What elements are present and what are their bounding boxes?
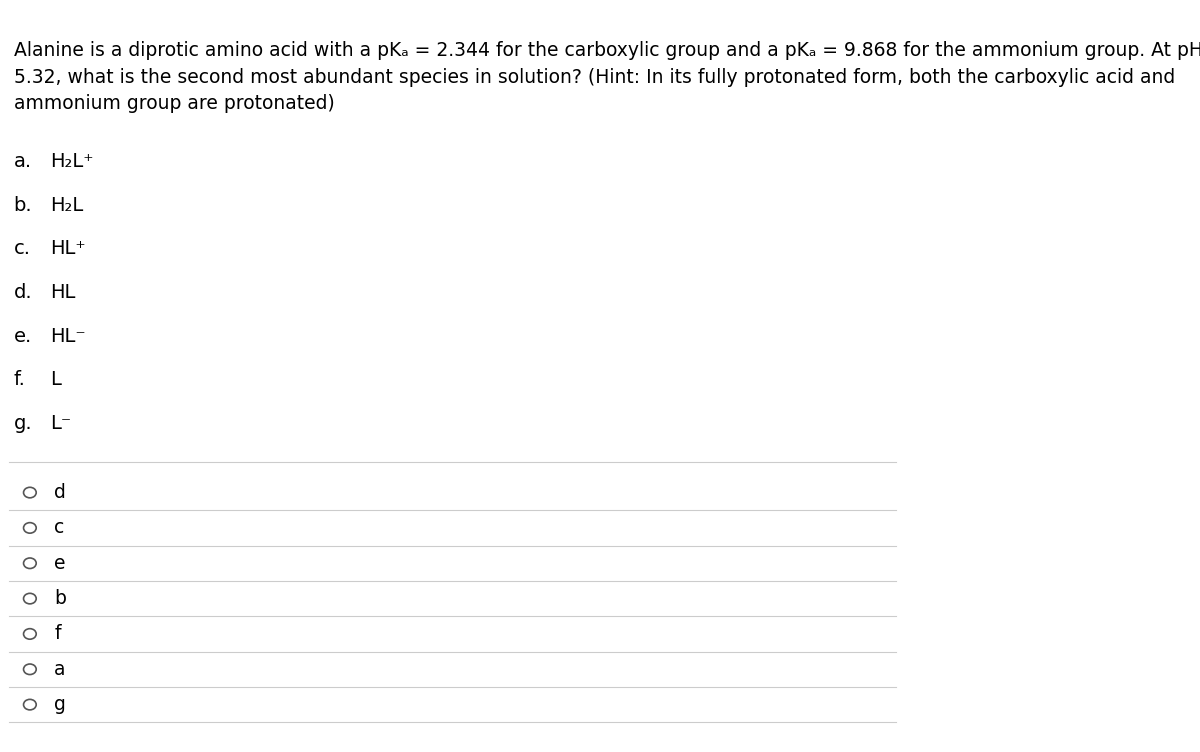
- Text: HL: HL: [49, 283, 76, 302]
- Text: 5.32, what is the second most abundant species in solution? (Hint: In its fully : 5.32, what is the second most abundant s…: [13, 68, 1175, 86]
- Text: c: c: [54, 518, 65, 538]
- Text: L⁻: L⁻: [49, 414, 71, 433]
- Text: g: g: [54, 695, 66, 714]
- Text: a: a: [54, 660, 66, 679]
- Text: e: e: [54, 553, 66, 573]
- Text: c.: c.: [13, 239, 30, 259]
- Text: H₂L: H₂L: [49, 196, 83, 215]
- Text: HL⁻: HL⁻: [49, 326, 85, 346]
- Text: f: f: [54, 624, 61, 644]
- Text: g.: g.: [13, 414, 32, 433]
- Text: f.: f.: [13, 370, 25, 390]
- Text: HL⁺: HL⁺: [49, 239, 85, 259]
- Text: ammonium group are protonated): ammonium group are protonated): [13, 94, 335, 113]
- Text: a.: a.: [13, 152, 31, 171]
- Text: H₂L⁺: H₂L⁺: [49, 152, 94, 171]
- Text: L: L: [49, 370, 61, 390]
- Text: b: b: [54, 589, 66, 608]
- Text: d: d: [54, 483, 66, 502]
- Text: b.: b.: [13, 196, 32, 215]
- Text: d.: d.: [13, 283, 32, 302]
- Text: e.: e.: [13, 326, 32, 346]
- Text: Alanine is a diprotic amino acid with a pKₐ = 2.344 for the carboxylic group and: Alanine is a diprotic amino acid with a …: [13, 41, 1200, 60]
